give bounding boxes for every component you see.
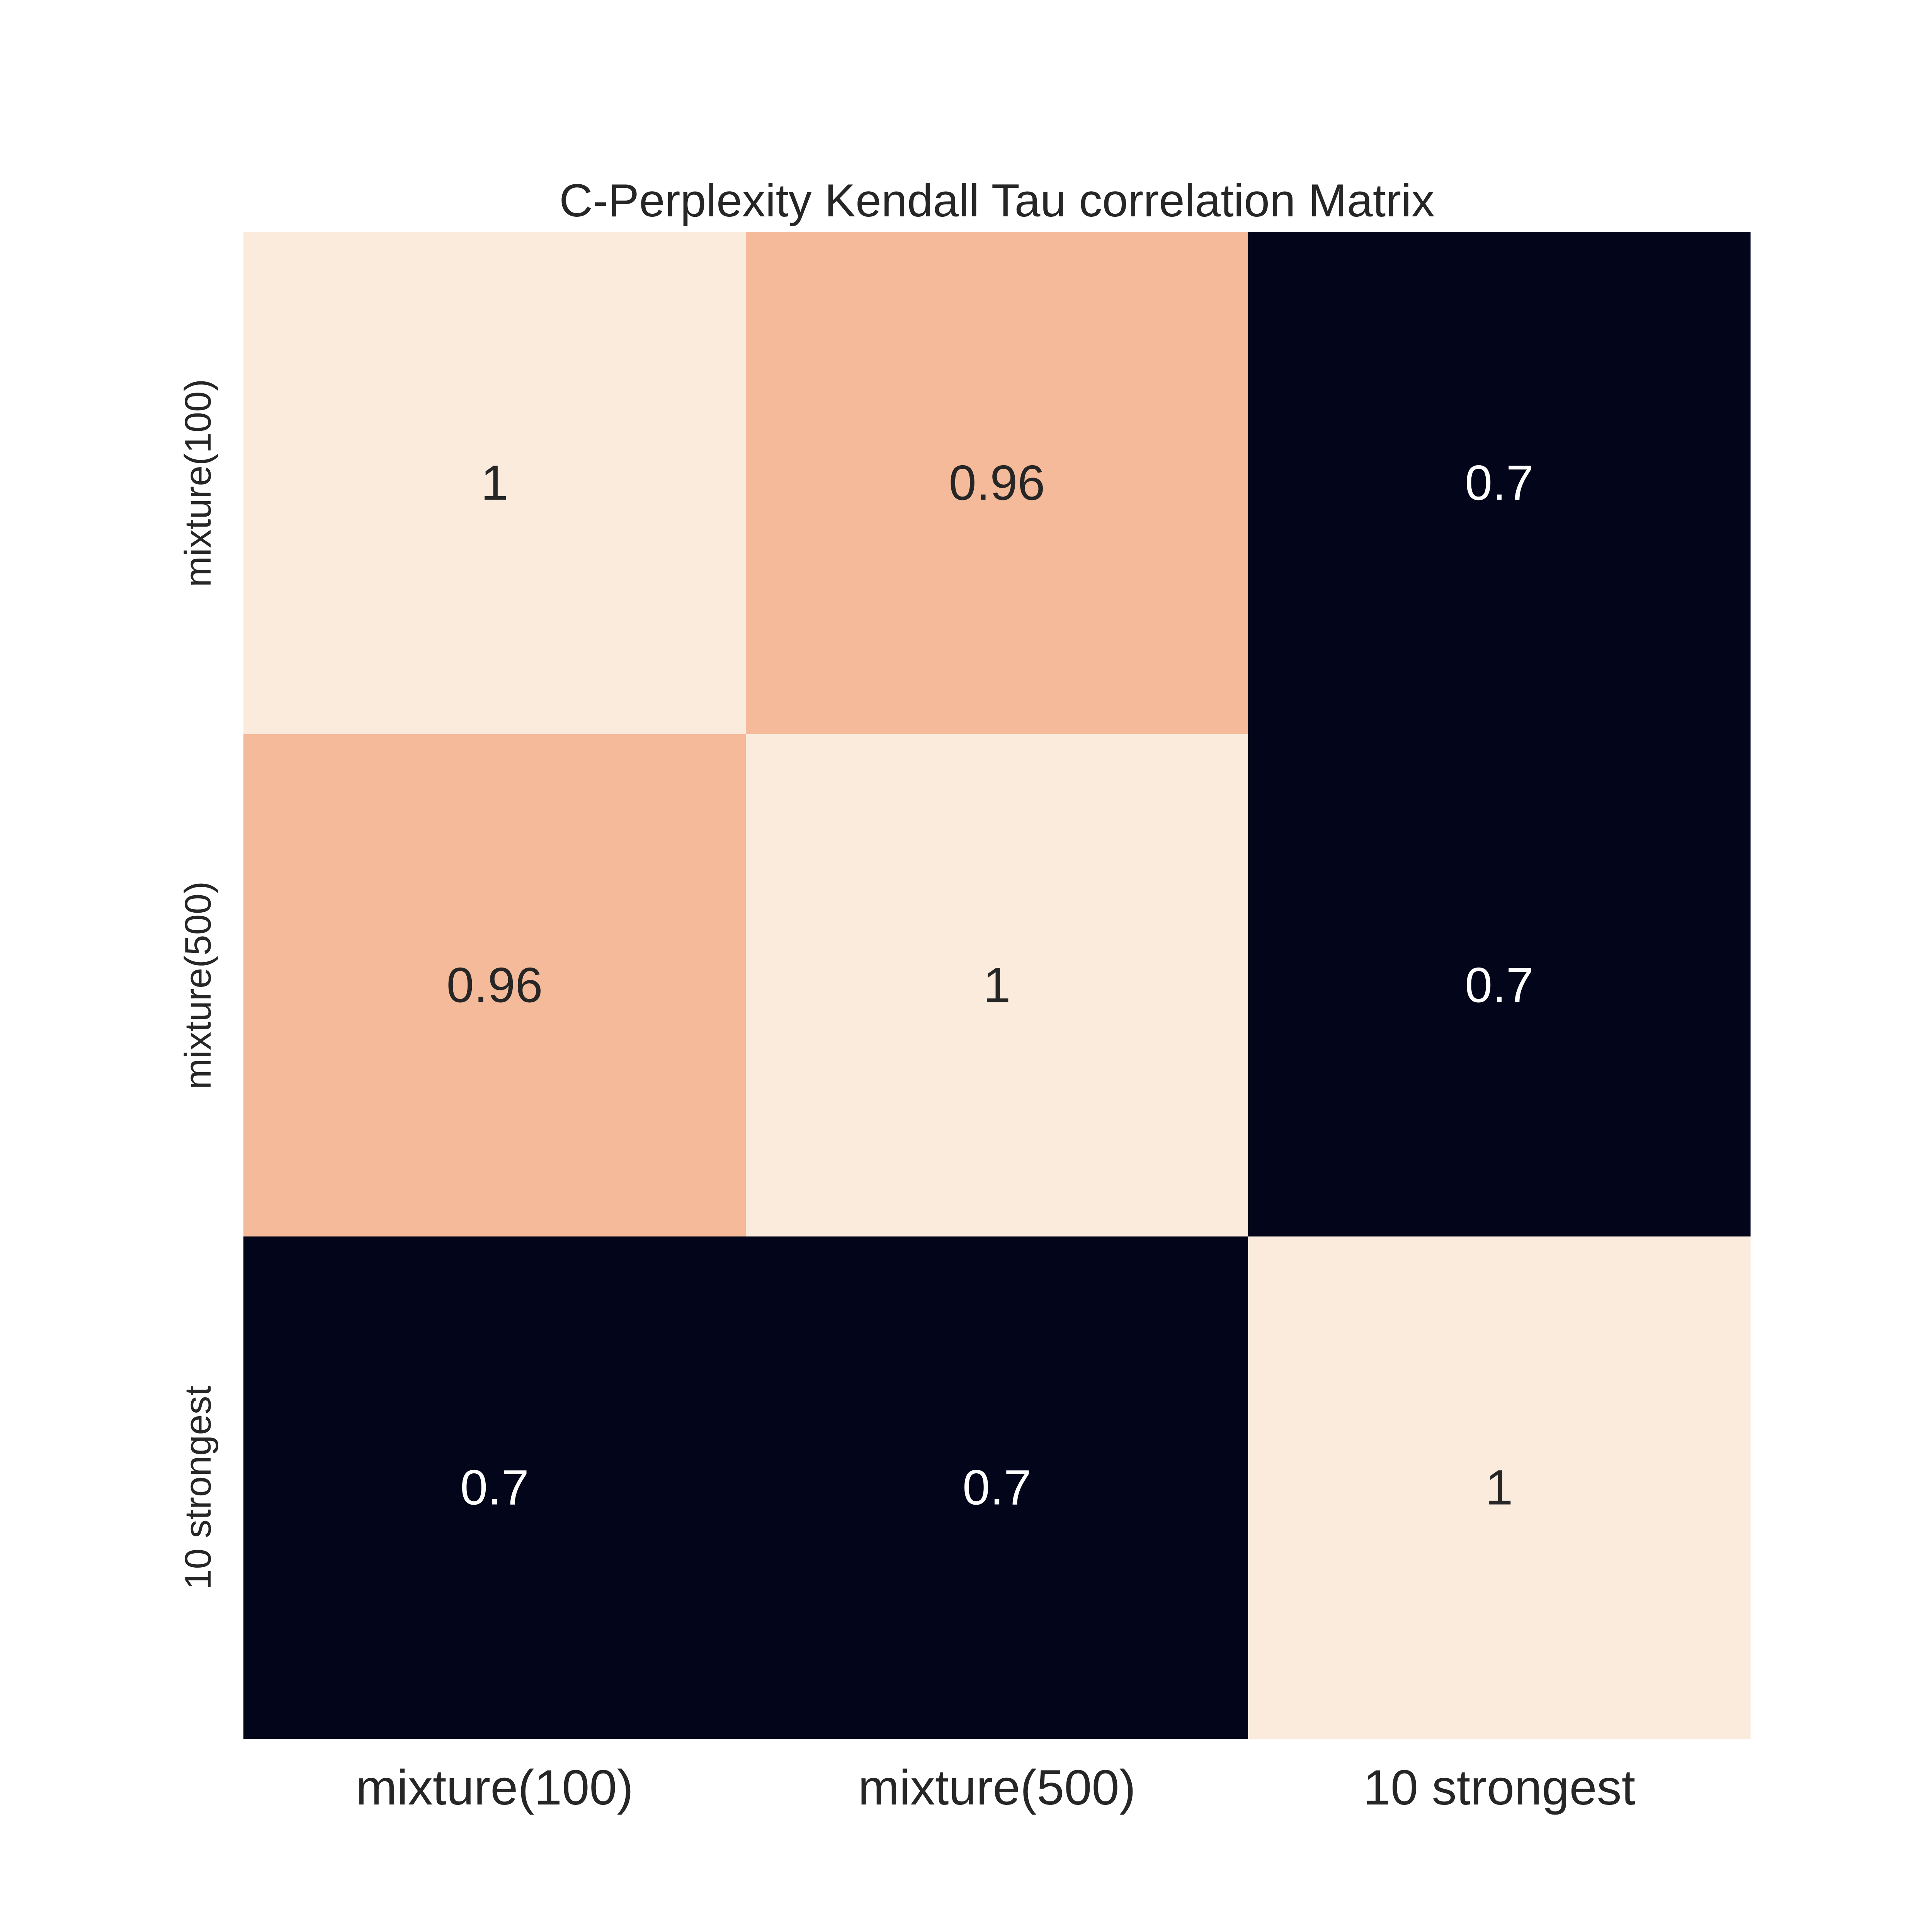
cell-value-label-r0-c0: 1 [481, 456, 508, 511]
heatmap-cells [243, 232, 1751, 1739]
y-tick-label-0: mixture(100) [177, 379, 219, 587]
heatmap-cell-r0-c2 [1248, 232, 1751, 735]
cell-value-label-r2-c2: 1 [1485, 1460, 1513, 1515]
cell-value-label-r2-c1: 0.7 [963, 1460, 1031, 1515]
cell-value-label-r2-c0: 0.7 [460, 1460, 529, 1515]
heatmap-cell-r2-c0 [243, 1236, 746, 1739]
x-axis-tick-labels: mixture(100) mixture(500) 10 strongest [356, 1760, 1635, 1815]
cell-value-label-r1-c0: 0.96 [446, 958, 543, 1013]
x-tick-label-2: 10 strongest [1363, 1760, 1635, 1815]
y-tick-label-2: 10 strongest [177, 1386, 219, 1590]
x-tick-label-0: mixture(100) [356, 1760, 633, 1815]
cell-value-label-r0-c1: 0.96 [949, 456, 1045, 511]
cell-value-label-r1-c2: 0.7 [1465, 958, 1534, 1013]
x-tick-label-1: mixture(500) [858, 1760, 1136, 1815]
cell-value-label-r0-c2: 0.7 [1465, 456, 1534, 511]
y-tick-label-1: mixture(500) [177, 881, 219, 1090]
y-axis-tick-labels: mixture(100) mixture(500) 10 strongest [177, 379, 219, 1590]
heatmap-cell-labels: 1 0.96 0.7 0.96 1 0.7 0.7 0.7 1 [446, 456, 1534, 1515]
chart-title: C-Perplexity Kendall Tau correlation Mat… [559, 175, 1434, 226]
heatmap-cell-r2-c2 [1248, 1236, 1751, 1739]
heatmap-cell-r2-c1 [746, 1236, 1248, 1739]
heatmap-cell-r1-c1 [746, 734, 1248, 1237]
heatmap-cell-r0-c0 [243, 232, 746, 735]
heatmap-cell-r1-c0 [243, 734, 746, 1237]
heatmap-cell-r1-c2 [1248, 734, 1751, 1237]
heatmap-cell-r0-c1 [746, 232, 1248, 735]
cell-value-label-r1-c1: 1 [983, 958, 1010, 1013]
